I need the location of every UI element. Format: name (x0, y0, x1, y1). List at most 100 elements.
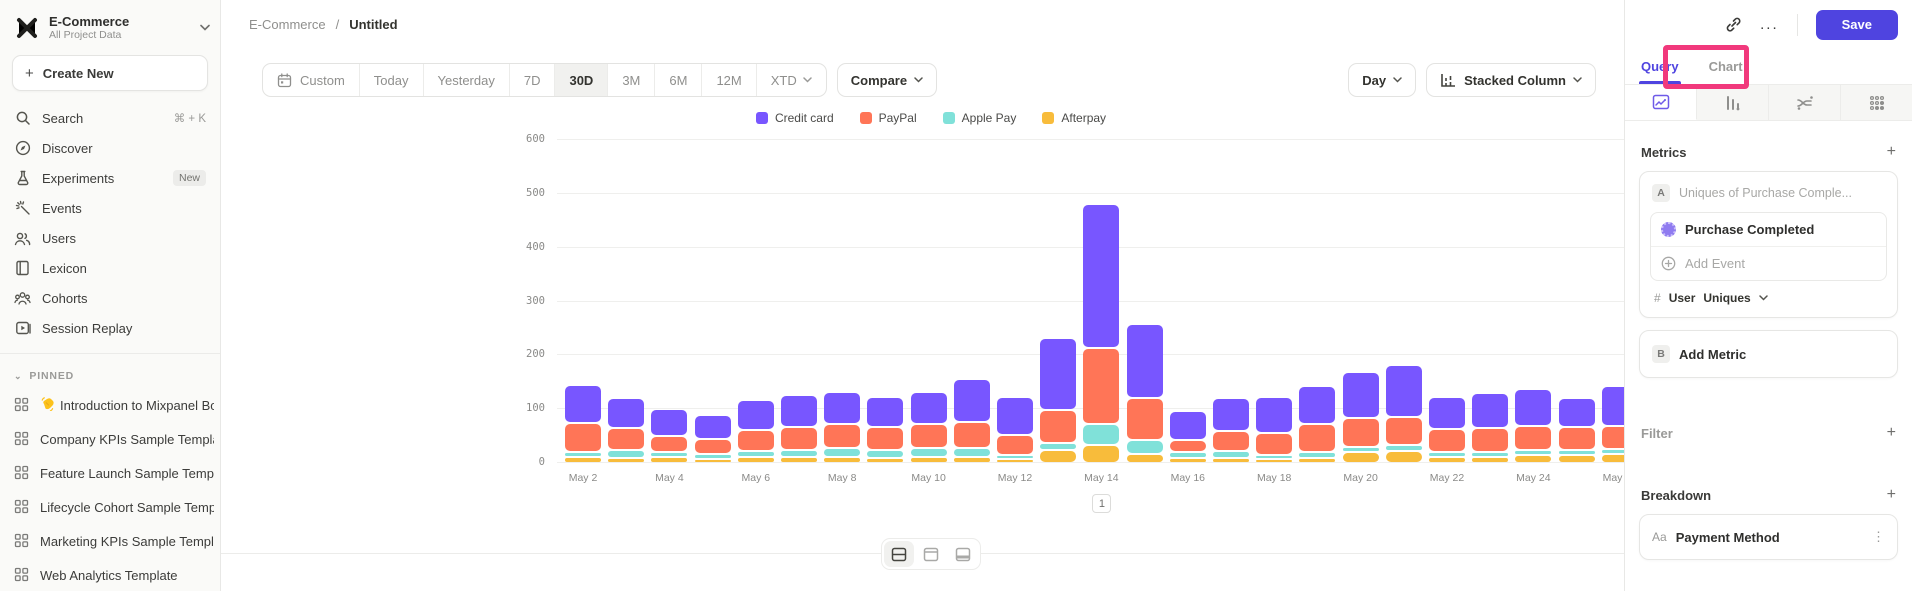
breakdown-card[interactable]: Aa Payment Method ⋮ (1639, 514, 1898, 560)
tab-chart[interactable]: Chart (1709, 49, 1743, 84)
pinned-board-item[interactable]: Feature Launch Sample Templa (0, 456, 220, 490)
compare-button[interactable]: Compare (836, 63, 938, 97)
layout-split-horizontal-button[interactable] (884, 541, 914, 567)
stacked-bar-may-4[interactable] (651, 410, 688, 462)
add-filter-button[interactable]: + (1886, 424, 1896, 441)
metrics-label: Metrics (1641, 144, 1687, 160)
layout-top-panel-button[interactable] (916, 541, 946, 567)
pinned-board-item[interactable]: Marketing KPIs Sample Templat (0, 524, 220, 558)
project-switcher[interactable]: E-Commerce All Project Data (0, 10, 220, 51)
range-xtd[interactable]: XTD (757, 64, 826, 96)
stacked-bar-may-19[interactable] (1299, 386, 1336, 462)
sidebar-item-cohorts[interactable]: Cohorts (0, 283, 220, 313)
visualization-type-row (1625, 85, 1912, 121)
insights-chart-tab[interactable] (1625, 85, 1697, 120)
sidebar-item-label: Lexicon (42, 260, 87, 276)
bar-segment-apple-pay (1169, 453, 1206, 457)
chart-legend: Credit card PayPal Apple Pay Afterpay (341, 111, 1521, 125)
add-metric-plus-button[interactable]: + (1886, 143, 1896, 160)
stacked-bar-may-3[interactable] (608, 399, 645, 462)
range-6m[interactable]: 6M (655, 64, 703, 96)
pinned-section-header[interactable]: ⌄ PINNED (0, 364, 220, 388)
add-breakdown-button[interactable]: + (1886, 486, 1896, 503)
pinned-board-item[interactable]: Company KPIs Sample Templat (0, 422, 220, 456)
funnels-chart-tab[interactable] (1697, 85, 1769, 120)
range-label: Custom (300, 72, 345, 88)
stacked-bar-may-21[interactable] (1385, 366, 1422, 462)
sidebar-item-search[interactable]: Search ⌘ + K (0, 103, 220, 133)
range-12m[interactable]: 12M (702, 64, 757, 96)
stacked-bar-may-6[interactable] (737, 401, 774, 462)
retention-chart-tab[interactable] (1841, 85, 1912, 120)
bar-segment-afterpay (651, 457, 688, 462)
stacked-bar-may-2[interactable] (565, 385, 601, 462)
stacked-bar-may-18[interactable] (1256, 397, 1293, 462)
save-button[interactable]: Save (1815, 9, 1898, 40)
flows-chart-tab[interactable] (1769, 85, 1841, 120)
breadcrumb-page[interactable]: Untitled (349, 17, 398, 32)
annotation-flag[interactable]: 1 (1092, 494, 1112, 513)
legend-item-apple-pay[interactable]: Apple Pay (942, 111, 1016, 125)
breakdown-property-label: Payment Method (1675, 529, 1780, 545)
range-7d[interactable]: 7D (510, 64, 556, 96)
sidebar-item-lexicon[interactable]: Lexicon (0, 253, 220, 283)
stacked-bar-may-22[interactable] (1429, 398, 1465, 462)
bar-segment-credit-card (781, 396, 817, 427)
sidebar-item-session-replay[interactable]: Session Replay (0, 313, 220, 343)
chevron-down-icon (1393, 77, 1402, 83)
stacked-bar-may-17[interactable] (1213, 398, 1249, 462)
pinned-board-item[interactable]: Lifecycle Cohort Sample Temp (0, 490, 220, 524)
range-today[interactable]: Today (360, 64, 424, 96)
pinned-board-item[interactable]: Introduction to Mixpanel Bo (0, 388, 220, 422)
more-menu-button[interactable]: ... (1760, 15, 1779, 33)
legend-item-credit-card[interactable]: Credit card (755, 111, 834, 125)
sidebar-item-experiments[interactable]: Experiments New (0, 163, 220, 193)
stacked-bar-may-14[interactable] (1083, 205, 1120, 462)
selected-event-row[interactable]: Purchase Completed (1651, 213, 1886, 246)
stacked-bar-may-15[interactable] (1126, 325, 1163, 462)
range-custom[interactable]: Custom (263, 64, 360, 96)
stacked-bar-may-25[interactable] (1558, 398, 1595, 462)
stacked-bar-may-16[interactable] (1169, 412, 1206, 462)
breadcrumb-project[interactable]: E-Commerce (249, 17, 326, 32)
stacked-bar-may-13[interactable] (1040, 339, 1077, 462)
stacked-bar-may-12[interactable] (997, 397, 1033, 462)
legend-item-afterpay[interactable]: Afterpay (1042, 111, 1106, 125)
stacked-bar-may-7[interactable] (781, 396, 817, 462)
sidebar-item-users[interactable]: Users (0, 223, 220, 253)
create-new-button[interactable]: + Create New (12, 55, 208, 91)
add-event-row[interactable]: Add Event (1651, 246, 1886, 280)
granularity-label: Day (1362, 72, 1387, 88)
granularity-dropdown[interactable]: Day (1348, 63, 1417, 97)
bar-segment-credit-card (867, 398, 904, 426)
stacked-bar-may-10[interactable] (910, 392, 947, 462)
kebab-menu-icon[interactable]: ⋮ (1872, 529, 1885, 544)
sidebar-item-events[interactable]: Events (0, 193, 220, 223)
range-30d[interactable]: 30D (555, 64, 609, 96)
metric-a-name-row[interactable]: A Uniques of Purchase Comple... (1650, 182, 1887, 212)
range-3m[interactable]: 3M (608, 64, 656, 96)
breadcrumb-separator: / (335, 17, 340, 32)
stacked-bar-may-11[interactable] (953, 379, 990, 462)
share-link-button[interactable] (1725, 16, 1742, 33)
tab-query[interactable]: Query (1639, 49, 1681, 84)
range-yesterday[interactable]: Yesterday (424, 64, 510, 96)
layout-bottom-panel-button[interactable] (948, 541, 978, 567)
tab-label: Chart (1708, 59, 1743, 74)
stacked-bar-may-24[interactable] (1515, 389, 1552, 462)
wave-emoji (40, 396, 56, 414)
chart-type-dropdown[interactable]: Stacked Column (1426, 63, 1596, 97)
measurement-row[interactable]: # User Uniques (1650, 281, 1887, 307)
stacked-bar-may-5[interactable] (694, 416, 731, 462)
legend-item-paypal[interactable]: PayPal (859, 111, 917, 125)
stacked-bar-may-9[interactable] (867, 398, 904, 462)
stacked-bar-may-23[interactable] (1472, 394, 1509, 462)
stacked-bar-may-8[interactable] (824, 392, 861, 462)
stacked-bar-may-20[interactable] (1342, 372, 1379, 462)
metric-card-b[interactable]: B Add Metric (1639, 330, 1898, 378)
sidebar-item-discover[interactable]: Discover (0, 133, 220, 163)
measure-aggregation: Uniques (1703, 291, 1751, 305)
bar-segment-afterpay (1126, 454, 1163, 462)
y-axis-tick: 500 (526, 186, 545, 199)
pinned-board-item[interactable]: Web Analytics Template (0, 558, 220, 591)
